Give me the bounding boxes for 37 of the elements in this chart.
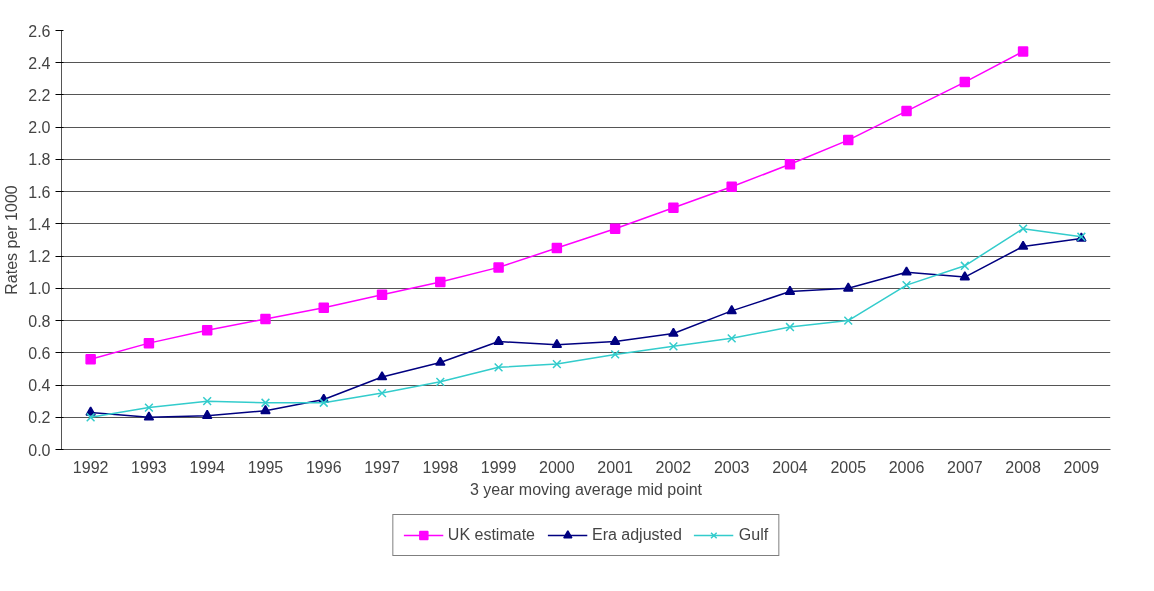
x-tick-label: 1997 <box>364 458 400 476</box>
y-tick-label: 0.6 <box>28 344 51 362</box>
legend-label: Era adjusted <box>591 526 682 544</box>
y-tick-label: 1.2 <box>28 248 51 266</box>
y-tick-label: 1.8 <box>28 151 51 169</box>
x-tick-label: 2009 <box>1063 458 1100 476</box>
y-tick-label: 0.2 <box>28 409 51 427</box>
x-tick-label: 2001 <box>597 458 634 476</box>
x-tick-label: 2008 <box>1005 458 1041 476</box>
x-tick-label: 2004 <box>772 458 808 476</box>
legend-label: Gulf <box>738 526 769 544</box>
x-tick-label: 1995 <box>247 458 284 476</box>
y-tick-label: 1.0 <box>28 280 51 298</box>
x-tick-label: 2006 <box>888 458 925 476</box>
x-tick-label: 1999 <box>480 458 517 476</box>
y-tick-label: 2.0 <box>28 119 51 137</box>
y-tick-label: 1.4 <box>28 215 51 233</box>
y-tick-label: 2.2 <box>28 86 51 104</box>
x-tick-label: 1992 <box>72 458 109 476</box>
y-tick-label: 0.8 <box>28 312 51 330</box>
x-tick-label: 2005 <box>830 458 867 476</box>
x-axis-title: 3 year moving average mid point <box>469 480 703 498</box>
x-tick-label: 1993 <box>131 458 167 476</box>
x-tick-label: 2000 <box>539 458 575 476</box>
x-tick-label: 2003 <box>713 458 750 476</box>
y-tick-label: 2.4 <box>28 54 51 72</box>
x-tick-label: 1994 <box>189 458 226 476</box>
x-tick-label: 2007 <box>947 458 983 476</box>
legend-label: UK estimate <box>447 526 535 544</box>
x-tick-label: 1998 <box>422 458 459 476</box>
y-tick-label: 1.6 <box>28 183 51 201</box>
y-tick-label: 0.4 <box>28 377 51 395</box>
y-axis-title: Rates per 1000 <box>3 185 21 295</box>
y-tick-label: 0.0 <box>28 441 51 459</box>
x-tick-label: 1996 <box>305 458 342 476</box>
y-tick-label: 2.6 <box>28 22 51 40</box>
x-tick-label: 2002 <box>655 458 692 476</box>
